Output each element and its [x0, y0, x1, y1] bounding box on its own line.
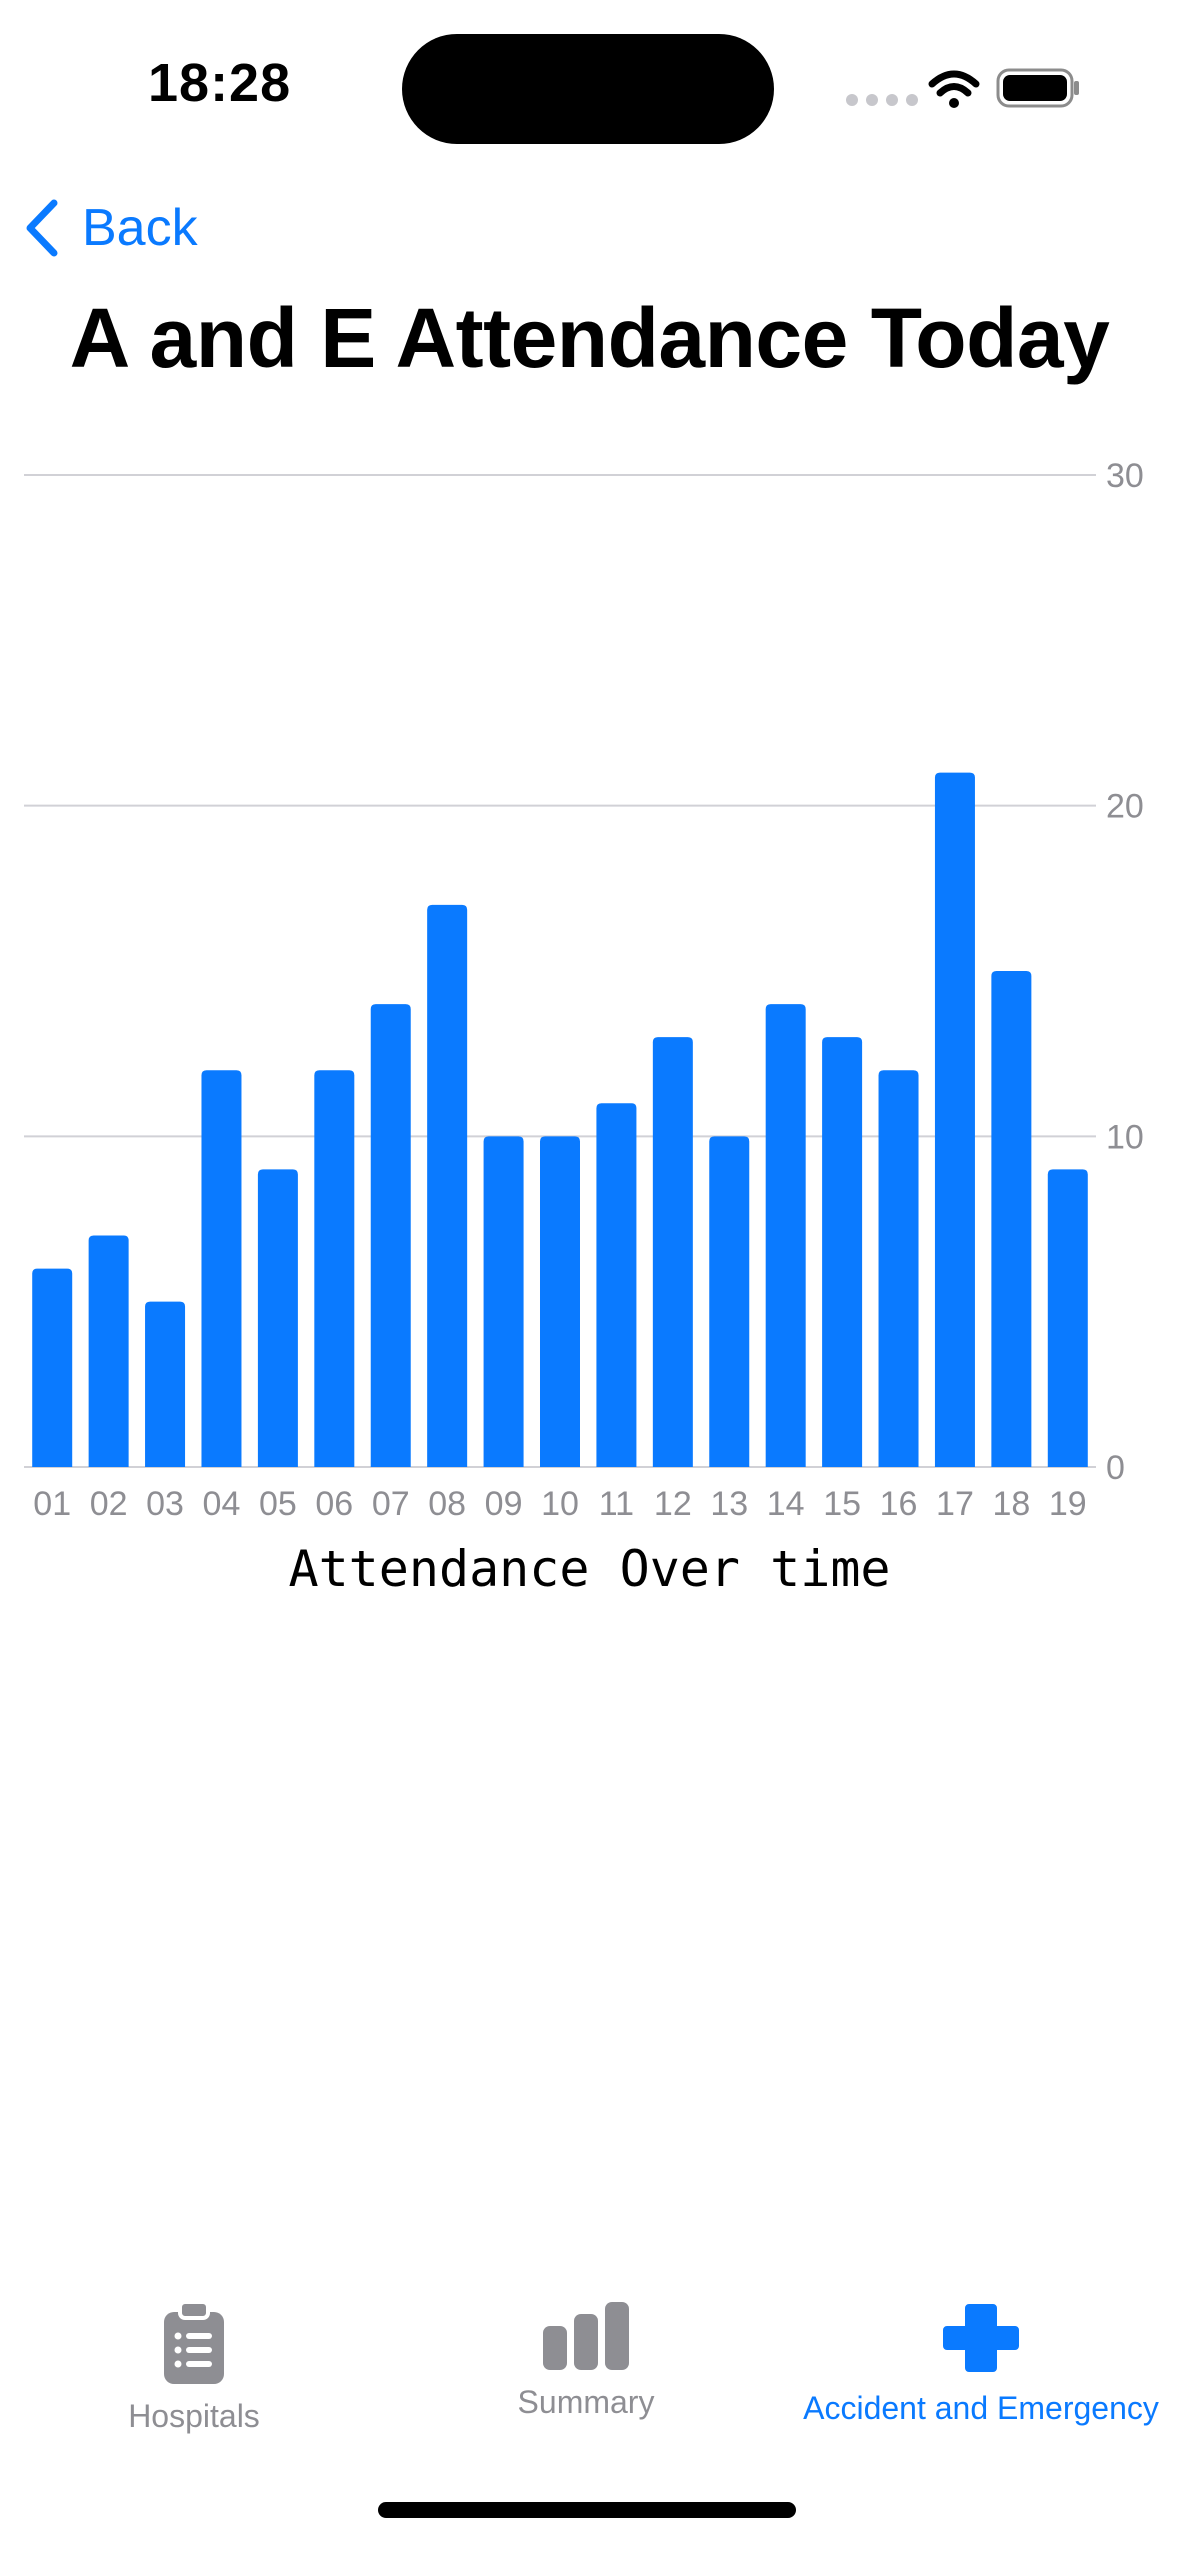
bar-07: [370, 1004, 411, 1467]
chevron-left-icon: [26, 199, 58, 257]
x-tick-label: 06: [315, 1485, 353, 1523]
tab-summary[interactable]: Summary: [486, 2300, 686, 2420]
bar-03: [145, 1301, 186, 1467]
x-tick-label: 08: [428, 1485, 466, 1523]
x-tick-label: 01: [33, 1485, 71, 1523]
back-button[interactable]: Back: [24, 192, 198, 264]
bar-04: [201, 1070, 242, 1467]
tab-accident-and-emergency-label: Accident and Emergency: [803, 2390, 1159, 2426]
bar-18: [991, 971, 1032, 1467]
x-tick-label: 03: [146, 1485, 184, 1523]
bar-06: [314, 1070, 355, 1467]
back-label: Back: [82, 199, 198, 257]
home-indicator: [378, 2502, 796, 2518]
tab-accident-and-emergency[interactable]: Accident and Emergency: [786, 2300, 1176, 2426]
tab-hospitals-label: Hospitals: [128, 2398, 260, 2434]
x-tick-label: 11: [599, 1485, 634, 1523]
x-tick-label: 13: [710, 1485, 748, 1523]
bar-16: [878, 1070, 919, 1467]
bar-11: [596, 1103, 637, 1467]
tab-hospitals[interactable]: Hospitals: [94, 2300, 294, 2434]
attendance-bar-chart: 0 10 20 30 01 02 03 04 05 06 07 08 09 10 11 12 13 14 15 16 1…: [0, 440, 1179, 1590]
bar-13: [709, 1136, 750, 1467]
x-tick-label: 16: [880, 1485, 918, 1523]
bar-chart-icon: [543, 2302, 629, 2370]
battery-icon: [996, 68, 1079, 108]
x-tick-label: 12: [654, 1485, 692, 1523]
status-icons: [840, 66, 1080, 110]
page-title: A and E Attendance Today: [69, 291, 1110, 385]
bar-08: [427, 904, 468, 1467]
tab-summary-label: Summary: [517, 2384, 655, 2420]
bar-09: [483, 1136, 524, 1467]
y-tick-label: 10: [1106, 1118, 1144, 1156]
clipboard-icon: [164, 2300, 224, 2384]
x-tick-label: 14: [767, 1485, 805, 1523]
bar-10: [540, 1136, 580, 1467]
signal-dots-icon: [846, 94, 918, 106]
y-tick-label: 30: [1106, 457, 1144, 495]
chart-x-axis-title: Attendance Over time: [288, 1540, 891, 1598]
bar-02: [88, 1235, 129, 1467]
cross-icon: [943, 2304, 1019, 2372]
x-tick-label: 15: [823, 1485, 861, 1523]
chart-svg: 0 10 20 30 01 02 03 04 05 06 07 08 09 10 11 12 13 14 15 16 1…: [24, 457, 1144, 1523]
x-tick-label: 18: [992, 1485, 1030, 1523]
x-tick-label: 19: [1049, 1485, 1087, 1523]
bar-14: [765, 1004, 806, 1467]
x-tick-label: 04: [203, 1485, 241, 1523]
x-tick-label: 07: [372, 1485, 410, 1523]
x-tick-label: 09: [485, 1485, 523, 1523]
bar-01: [32, 1268, 73, 1467]
y-tick-label: 0: [1106, 1449, 1125, 1487]
bar-17: [934, 772, 975, 1467]
status-time: 18:28: [148, 53, 292, 113]
bar-15: [822, 1037, 863, 1467]
x-tick-label: 02: [90, 1485, 128, 1523]
x-tick-label: 10: [541, 1485, 579, 1523]
bar-12: [652, 1037, 693, 1467]
x-tick-label: 17: [936, 1485, 974, 1523]
dynamic-island: [402, 34, 774, 144]
bar-05: [257, 1169, 298, 1467]
bar-19: [1047, 1169, 1088, 1467]
y-tick-label: 20: [1106, 788, 1144, 826]
x-tick-label: 05: [259, 1485, 297, 1523]
wifi-icon: [928, 70, 980, 108]
